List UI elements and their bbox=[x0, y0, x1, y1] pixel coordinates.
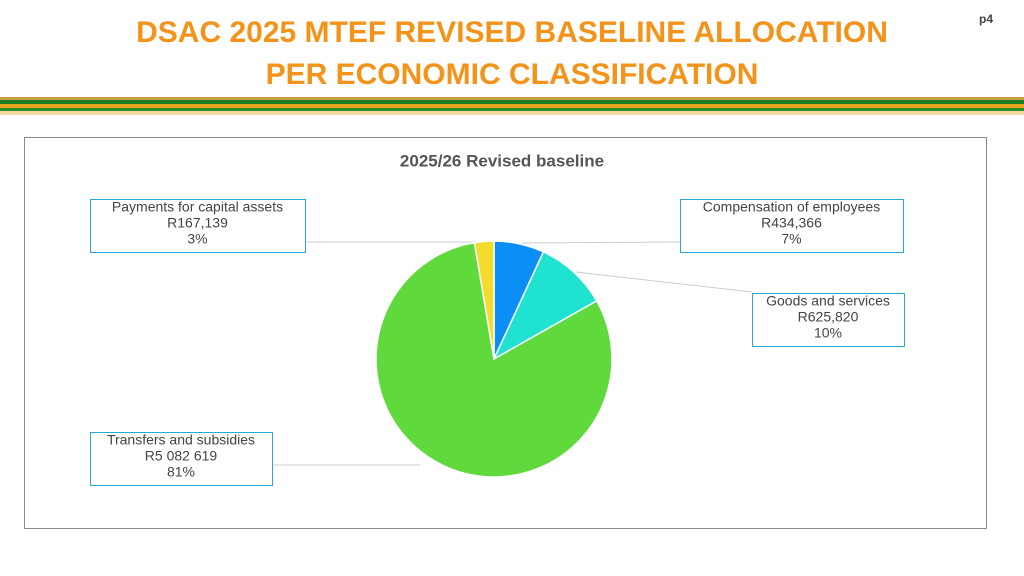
category-label: Transfers and subsidies bbox=[107, 432, 255, 448]
percent-label: 81% bbox=[167, 464, 195, 480]
value-label: R434,366 bbox=[761, 215, 822, 231]
pie-slice bbox=[473, 240, 495, 360]
page-number: p4 bbox=[979, 12, 993, 26]
category-label: Goods and services bbox=[766, 293, 890, 309]
chart-title: 2025/26 Revised baseline bbox=[400, 151, 604, 170]
stripe bbox=[0, 104, 1024, 108]
label-box bbox=[680, 199, 904, 253]
stripe bbox=[0, 97, 1024, 100]
leader-line bbox=[575, 271, 753, 293]
category-label: Payments for capital assets bbox=[112, 199, 283, 215]
value-label: R625,820 bbox=[798, 309, 859, 325]
slide-title: DSAC 2025 MTEF REVISED BASELINE ALLOCATI… bbox=[136, 16, 888, 49]
leader-lines bbox=[272, 241, 753, 466]
stripe bbox=[0, 100, 1024, 104]
slide-title: PER ECONOMIC CLASSIFICATION bbox=[266, 58, 759, 91]
stripe bbox=[0, 111, 1024, 115]
percent-label: 10% bbox=[814, 325, 842, 341]
label-box bbox=[90, 432, 273, 486]
pie-slice bbox=[375, 241, 613, 478]
value-label: R5 082 619 bbox=[145, 448, 218, 464]
category-label: Compensation of employees bbox=[703, 199, 880, 215]
leader-line bbox=[521, 241, 681, 244]
percent-label: 7% bbox=[781, 231, 801, 247]
percent-label: 3% bbox=[187, 231, 207, 247]
stripe bbox=[0, 108, 1024, 111]
label-box bbox=[752, 293, 905, 347]
value-label: R167,139 bbox=[167, 215, 228, 231]
label-box bbox=[90, 199, 306, 253]
pie-slice bbox=[492, 250, 598, 361]
